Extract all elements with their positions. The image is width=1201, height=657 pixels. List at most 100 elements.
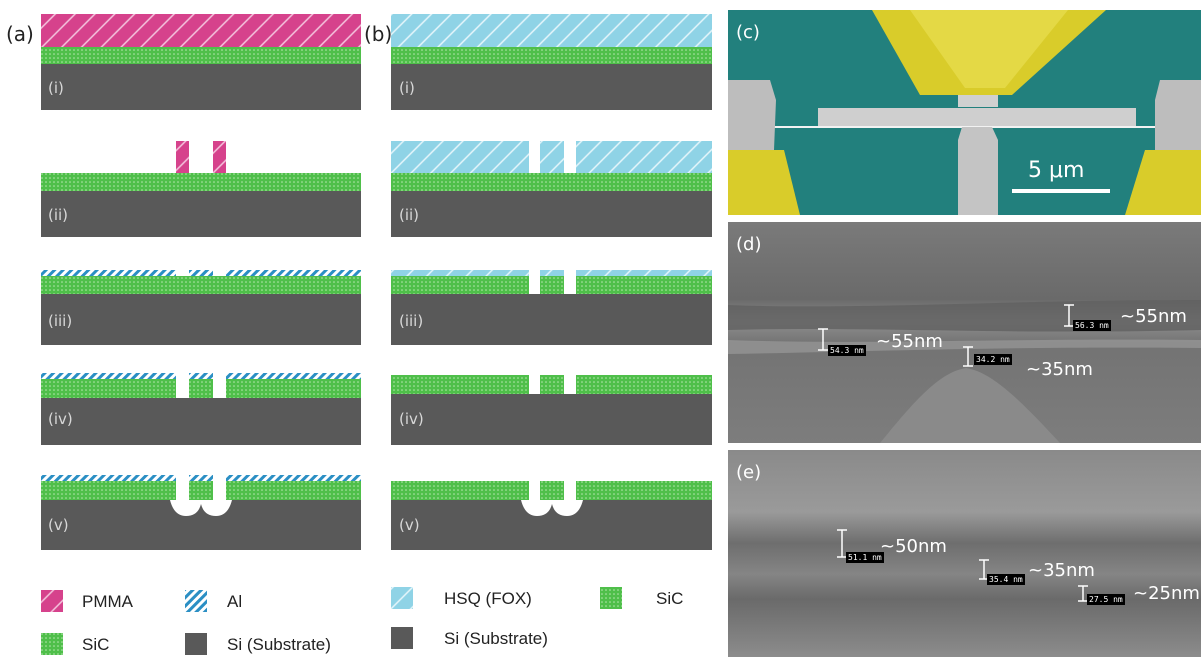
b-iii-hsq-right — [576, 270, 712, 276]
b-v-sic-mid — [540, 481, 564, 500]
a-iii-al-right — [226, 270, 361, 276]
column-a-process — [41, 14, 361, 550]
legend-al-swatch — [185, 590, 207, 612]
a-step-label-v: (v) — [48, 516, 69, 534]
b-iii-sic-mid — [540, 276, 564, 294]
b-iii-sic-left — [391, 276, 529, 294]
a-v-al-right — [226, 475, 361, 481]
b-v-undercut — [521, 500, 583, 516]
sem-d-gate-tip — [880, 368, 1060, 443]
a-step-label-iii: (iii) — [48, 312, 73, 330]
sem-d-measure-2-text: ~35nm — [1026, 359, 1093, 380]
b-step-label-i: (i) — [399, 79, 415, 97]
b-iv-sic-right — [576, 375, 712, 394]
sem-e-measure-3-text: ~25nm — [1133, 583, 1200, 604]
sem-e-markers — [837, 529, 1088, 602]
legend-sic-b-label: SiC — [656, 589, 684, 608]
sem-c-scale-label: 5 μm — [1028, 158, 1085, 183]
a-iii-sic-layer — [41, 276, 361, 294]
b-v-sic-left — [391, 481, 529, 500]
sem-c-left-electrode — [728, 150, 800, 215]
sem-e-measure-1-box: 51.1 nm — [846, 552, 884, 563]
a-i-pmma-layer — [41, 14, 361, 47]
a-iv-sic-left — [41, 379, 176, 398]
a-ii-sic-layer — [41, 173, 361, 191]
sem-c-left-pad — [728, 80, 776, 150]
sem-e-measure-2-text: ~35nm — [1028, 560, 1095, 581]
sem-panel-e — [728, 450, 1201, 657]
sem-c-right-electrode — [1125, 150, 1201, 215]
b-ii-si-substrate — [391, 191, 712, 237]
legend-si-label: Si (Substrate) — [227, 635, 331, 654]
legend-si-b-label: Si (Substrate) — [444, 629, 548, 648]
a-v-sic-left — [41, 481, 176, 500]
legend-hsq-label: HSQ (FOX) — [444, 589, 532, 608]
sem-d-markers — [818, 304, 1074, 367]
panel-label-a: (a) — [6, 22, 34, 46]
legend-si-b-swatch — [391, 627, 413, 649]
panel-label-e: (e) — [736, 462, 762, 483]
b-ii-hsq-left — [391, 141, 529, 173]
sem-c-beam — [818, 108, 1136, 126]
legend-al-label: Al — [227, 592, 243, 611]
sem-d-measure-1-box: 54.3 nm — [828, 345, 866, 356]
a-ii-si-substrate — [41, 191, 361, 237]
a-iv-al-left — [41, 373, 176, 379]
sem-e-measure-3-box: 27.5 nm — [1087, 594, 1125, 605]
a-v-al-left — [41, 475, 176, 481]
b-iv-si-substrate — [391, 394, 712, 445]
b-iii-hsq-left — [391, 270, 529, 276]
b-v-si-substrate — [391, 500, 712, 550]
a-step-label-ii: (ii) — [48, 206, 69, 224]
a-v-undercut — [170, 500, 232, 516]
b-step-label-ii: (ii) — [399, 206, 420, 224]
sem-e-measure-2-box: 35.4 nm — [987, 574, 1025, 585]
a-iv-sic-right — [226, 379, 361, 398]
sem-e-background — [728, 450, 1201, 657]
sem-c-scale-bar — [1012, 189, 1110, 193]
a-iii-al-left — [41, 270, 176, 276]
sem-panel-d — [728, 222, 1201, 443]
legend-sic-b-swatch — [600, 587, 622, 609]
a-step-label-i: (i) — [48, 79, 64, 97]
b-iii-hsq-mid — [540, 270, 564, 276]
a-iv-si-substrate — [41, 398, 361, 445]
column-b-process — [391, 14, 712, 550]
b-step-label-v: (v) — [399, 516, 420, 534]
sem-c-gate — [958, 127, 998, 215]
b-step-label-iii: (iii) — [399, 312, 424, 330]
panel-label-b: (b) — [364, 22, 393, 46]
a-iv-sic-mid — [189, 379, 213, 398]
a-iv-al-mid — [189, 373, 213, 379]
b-ii-sic-layer — [391, 173, 712, 191]
b-iii-sic-right — [576, 276, 712, 294]
legend-swatches — [41, 587, 622, 655]
a-i-sic-layer — [41, 47, 361, 64]
a-v-al-mid — [189, 475, 213, 481]
b-ii-hsq-right — [576, 141, 712, 173]
b-i-sic-layer — [391, 47, 712, 64]
b-iii-si-substrate — [391, 294, 712, 345]
b-iv-sic-mid — [540, 375, 564, 394]
legend-sic-swatch — [41, 633, 63, 655]
sem-c-right-pad — [1155, 80, 1201, 150]
a-v-sic-mid — [189, 481, 213, 500]
legend-sic-label: SiC — [82, 635, 110, 654]
sem-d-measure-2-box: 34.2 nm — [974, 354, 1012, 365]
b-ii-hsq-mid — [540, 141, 564, 173]
a-iii-al-mid — [189, 270, 213, 276]
a-i-si-substrate — [41, 64, 361, 110]
legend-pmma-label: PMMA — [82, 592, 133, 611]
a-v-sic-right — [226, 481, 361, 500]
sem-e-measure-1-text: ~50nm — [880, 536, 947, 557]
a-ii-pmma-pillar-right — [213, 141, 226, 173]
a-ii-pmma-pillar-left — [176, 141, 189, 173]
b-iv-sic-left — [391, 375, 529, 394]
sem-d-measure-3-box: 56.3 nm — [1073, 320, 1111, 331]
b-step-label-iv: (iv) — [399, 410, 424, 428]
a-iv-al-right — [226, 373, 361, 379]
panel-label-c: (c) — [736, 22, 760, 43]
b-v-sic-right — [576, 481, 712, 500]
a-iii-si-substrate — [41, 294, 361, 345]
